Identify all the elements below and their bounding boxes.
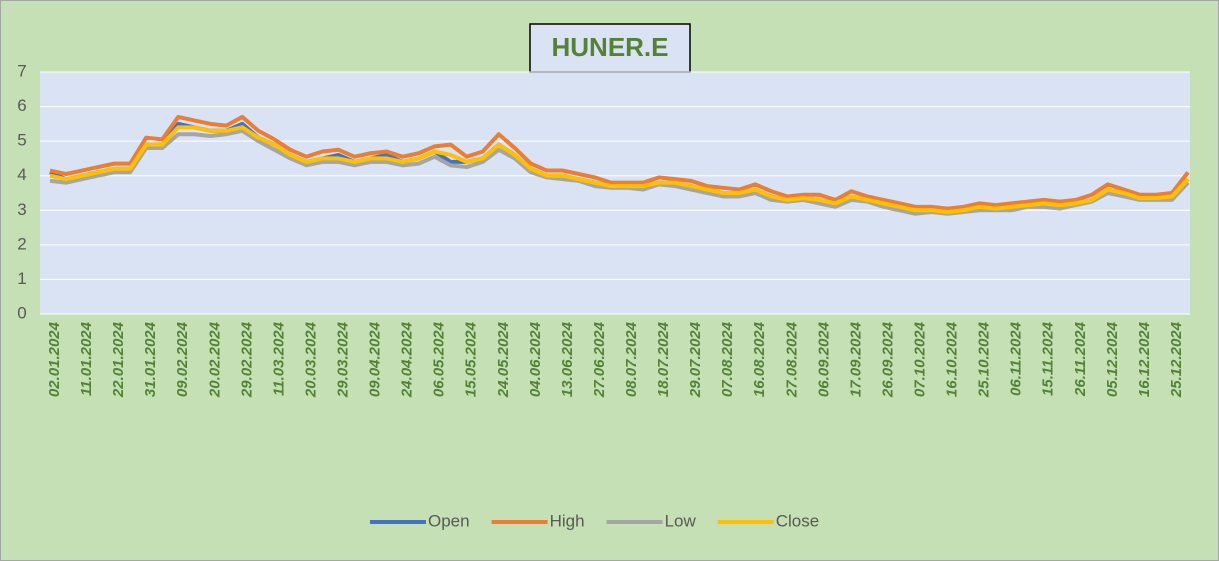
x-tick-label: 09.02.2024 (174, 321, 191, 397)
y-tick-label: 2 (17, 234, 26, 253)
x-tick-label: 20.03.2024 (302, 321, 319, 398)
x-tick-label: 16.08.2024 (751, 321, 768, 397)
y-tick-label: 4 (17, 165, 26, 184)
title-box (529, 23, 691, 73)
y-tick-label: 3 (17, 200, 26, 219)
x-tick-label: 15.05.2024 (463, 321, 480, 397)
x-tick-label: 15.11.2024 (1040, 321, 1057, 396)
legend-label: Open (428, 511, 470, 530)
legend-label: Close (776, 511, 819, 530)
x-tick-label: 27.06.2024 (591, 321, 608, 398)
series-line (49, 114, 1190, 211)
x-tick-label: 29.03.2024 (334, 321, 351, 398)
x-tick-label: 04.06.2024 (527, 321, 544, 397)
x-tick-label: 25.12.2024 (1168, 321, 1185, 398)
series-line (49, 125, 1190, 215)
legend-label: Low (665, 511, 697, 530)
legend-label: High (550, 511, 585, 530)
x-tick-label: 20.02.2024 (206, 321, 223, 398)
x-tick-label: 29.07.2024 (687, 321, 704, 398)
x-tick-label: 24.05.2024 (495, 321, 512, 398)
x-tick-label: 05.12.2024 (1104, 321, 1121, 397)
x-tick-label: 31.01.2024 (142, 321, 159, 397)
x-tick-label: 16.12.2024 (1136, 321, 1153, 397)
x-tick-label: 13.06.2024 (559, 321, 576, 397)
x-tick-label: 07.10.2024 (911, 321, 928, 397)
x-tick-label: 26.09.2024 (879, 321, 896, 398)
y-tick-label: 7 (17, 61, 26, 80)
x-tick-label: 24.04.2024 (399, 321, 416, 398)
x-tick-label: 18.07.2024 (655, 321, 672, 397)
x-tick-label: 11.01.2024 (78, 321, 95, 396)
x-tick-label: 06.09.2024 (815, 321, 832, 397)
x-tick-label: 08.07.2024 (623, 321, 640, 397)
y-tick-label: 1 (17, 269, 26, 288)
x-tick-label: 07.08.2024 (719, 321, 736, 397)
plot-area (40, 72, 1190, 314)
x-tick-label: 25.10.2024 (976, 321, 993, 398)
y-tick-label: 6 (17, 96, 26, 115)
x-tick-label: 29.02.2024 (238, 321, 255, 398)
y-tick-label: 5 (17, 131, 26, 150)
y-tick-label: 0 (17, 303, 26, 322)
x-tick-label: 27.08.2024 (783, 321, 800, 398)
x-tick-label: 06.05.2024 (431, 321, 448, 397)
x-tick-label: 11.03.2024 (270, 321, 287, 396)
x-tick-label: 16.10.2024 (944, 321, 961, 397)
x-tick-label: 06.11.2024 (1008, 321, 1025, 396)
x-tick-label: 17.09.2024 (847, 321, 864, 397)
x-tick-label: 26.11.2024 (1072, 321, 1089, 397)
x-tick-label: 22.01.2024 (110, 321, 127, 398)
x-tick-label: 09.04.2024 (367, 321, 384, 397)
x-tick-label: 02.01.2024 (46, 321, 63, 397)
chart-title: HUNER.E (551, 32, 668, 62)
